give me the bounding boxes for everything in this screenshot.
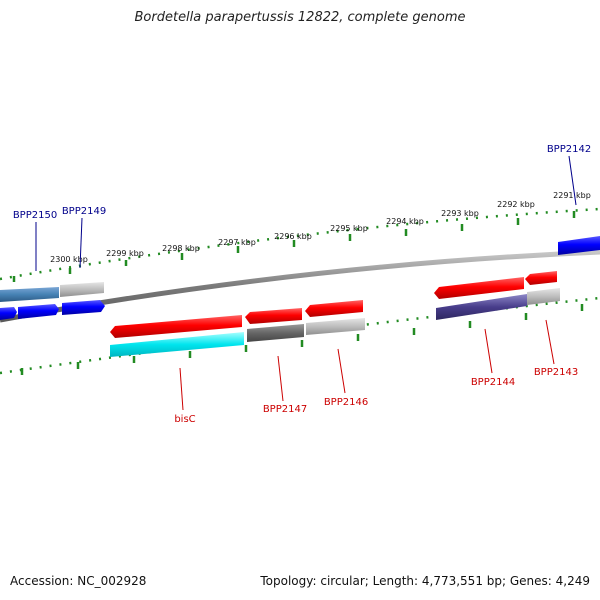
gene-arrow-blue-2 bbox=[18, 304, 59, 319]
gene-label-bpp2149: BPP2149 bbox=[62, 206, 106, 217]
gene-arrow-red-bpp2147 bbox=[245, 308, 302, 324]
gene-arrow-red-bisc bbox=[110, 315, 242, 338]
gene-arrow-blue-1 bbox=[0, 307, 17, 320]
reverse-label-leaders bbox=[179, 319, 555, 411]
gene-label-bisc: bisC bbox=[174, 414, 195, 425]
scale-labels: 2300 kbp 2299 kbp 2298 kbp 2297 kbp 2296… bbox=[50, 191, 591, 264]
scale-label-2299: 2299 kbp bbox=[106, 249, 144, 258]
scale-label-2291: 2291 kbp bbox=[553, 191, 591, 200]
gene-arrow-red-bpp2144 bbox=[434, 277, 524, 299]
gene-arrow-red-bpp2143 bbox=[525, 271, 557, 285]
gene-label-bpp2144: BPP2144 bbox=[471, 377, 515, 388]
scale-label-2300: 2300 kbp bbox=[50, 255, 88, 264]
gene-feature-slateblue bbox=[436, 294, 527, 320]
gene-label-bpp2150: BPP2150 bbox=[13, 210, 57, 221]
gene-feature-gray-2 bbox=[527, 288, 560, 305]
reverse-gene-labels: bisC BPP2147 BPP2146 BPP2144 BPP2143 bbox=[174, 367, 578, 425]
scale-ring-outer bbox=[0, 207, 600, 281]
scale-label-2292: 2292 kbp bbox=[497, 200, 535, 209]
gene-feature-darkgray bbox=[247, 324, 304, 342]
scale-ticks-outer bbox=[12, 211, 576, 282]
gene-label-bpp2143: BPP2143 bbox=[534, 367, 578, 378]
scale-ticks-inner bbox=[20, 304, 584, 375]
forward-gene-labels: BPP2150 BPP2149 BPP2142 bbox=[13, 144, 591, 221]
gene-arrow-red-bpp2146 bbox=[305, 300, 363, 317]
gene-arrow-blue-bpp2142 bbox=[558, 236, 600, 255]
scale-label-2298: 2298 kbp bbox=[162, 244, 200, 253]
gene-feature-lightgray bbox=[306, 318, 365, 335]
scale-label-2297: 2297 kbp bbox=[218, 238, 256, 247]
gene-feature-gray bbox=[60, 282, 104, 297]
forward-strand-genes bbox=[0, 236, 600, 320]
scale-label-2296: 2296 kbp bbox=[274, 232, 312, 241]
gene-label-bpp2142: BPP2142 bbox=[547, 144, 591, 155]
reverse-strand-genes bbox=[110, 271, 560, 357]
gene-label-bpp2146: BPP2146 bbox=[324, 397, 368, 408]
gene-feature-cyan bbox=[110, 332, 244, 357]
accession-text: Accession: NC_002928 bbox=[10, 574, 147, 588]
gene-feature-steelblue bbox=[0, 287, 59, 302]
scale-label-2294: 2294 kbp bbox=[386, 217, 424, 226]
topology-text: Topology: circular; Length: 4,773,551 bp… bbox=[260, 574, 590, 588]
gene-label-bpp2147: BPP2147 bbox=[263, 404, 307, 415]
map-title: Bordetella parapertussis 12822, complete… bbox=[134, 10, 466, 25]
gene-arrow-blue-3 bbox=[62, 300, 105, 315]
scale-label-2293: 2293 kbp bbox=[441, 209, 479, 218]
scale-label-2295: 2295 kbp bbox=[330, 224, 368, 233]
forward-label-leaders bbox=[35, 155, 577, 271]
